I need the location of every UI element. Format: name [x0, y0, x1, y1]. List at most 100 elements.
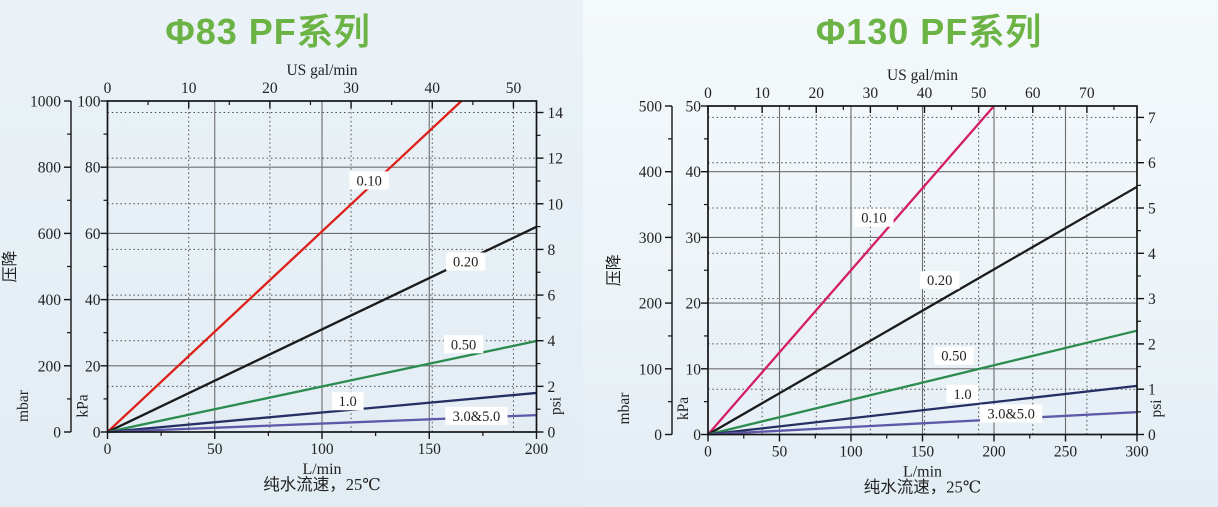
svg-text:0.10: 0.10	[861, 211, 886, 227]
svg-text:4: 4	[1148, 246, 1156, 263]
svg-text:40: 40	[917, 85, 933, 102]
svg-text:40: 40	[686, 164, 702, 181]
svg-text:纯水流速，25℃: 纯水流速，25℃	[263, 475, 380, 494]
svg-text:20: 20	[809, 85, 825, 102]
svg-text:100: 100	[310, 441, 334, 458]
svg-text:40: 40	[85, 292, 101, 309]
svg-text:200: 200	[525, 441, 549, 458]
svg-text:0.50: 0.50	[941, 349, 966, 365]
svg-text:kPa: kPa	[675, 397, 692, 420]
svg-text:200: 200	[38, 358, 62, 375]
svg-text:60: 60	[1025, 85, 1041, 102]
svg-text:0: 0	[693, 427, 701, 444]
series-label-0.10: 0.10	[349, 171, 389, 190]
svg-text:5: 5	[1148, 201, 1156, 218]
svg-text:50: 50	[772, 444, 788, 461]
svg-text:100: 100	[77, 94, 101, 111]
svg-text:3.0&5.0: 3.0&5.0	[453, 409, 501, 425]
series-label-1.0: 1.0	[331, 392, 364, 411]
svg-text:600: 600	[38, 226, 62, 243]
svg-text:50: 50	[971, 85, 987, 102]
series-line-0.50	[707, 329, 1138, 436]
svg-text:US gal/min: US gal/min	[286, 62, 357, 79]
svg-text:3.0&5.0: 3.0&5.0	[987, 406, 1035, 422]
svg-text:100: 100	[639, 361, 663, 378]
svg-text:8: 8	[548, 242, 556, 259]
svg-text:800: 800	[38, 160, 62, 177]
series-label-3.0&5.0: 3.0&5.0	[980, 404, 1043, 423]
chart-title-phi130: Φ130 PF系列	[815, 11, 1043, 52]
chart-0-ticks	[64, 100, 544, 439]
svg-text:1: 1	[1148, 382, 1156, 399]
svg-text:40: 40	[425, 80, 441, 97]
svg-text:150: 150	[418, 441, 442, 458]
svg-text:30: 30	[343, 80, 359, 97]
series-label-3.0&5.0: 3.0&5.0	[445, 406, 508, 425]
chart-1-series: 0.10 0.20 0.50 1.0 3.0&5.0	[707, 105, 1138, 436]
svg-text:6: 6	[548, 288, 556, 305]
chart-title-phi83: Φ83 PF系列	[165, 11, 371, 52]
svg-text:1000: 1000	[30, 94, 61, 111]
svg-text:20: 20	[686, 296, 702, 313]
svg-text:0.10: 0.10	[357, 173, 382, 189]
svg-text:400: 400	[38, 292, 62, 309]
svg-text:50: 50	[686, 99, 702, 116]
svg-text:0.20: 0.20	[453, 255, 478, 271]
svg-text:100: 100	[839, 444, 863, 461]
svg-text:压降: 压降	[1, 250, 19, 282]
svg-text:0: 0	[93, 425, 101, 442]
svg-text:psi: psi	[1148, 399, 1165, 418]
svg-text:纯水流速，25℃: 纯水流速，25℃	[864, 478, 981, 497]
chart-0-series: 0.10 0.20 0.50 1.0 3.0&5.0	[106, 100, 537, 434]
series-line-0.50	[107, 339, 537, 434]
svg-text:200: 200	[639, 296, 663, 313]
panel-phi130-background	[583, 0, 1218, 507]
series-line-3.0&5.0	[707, 411, 1138, 436]
svg-text:60: 60	[85, 226, 101, 243]
svg-text:10: 10	[548, 196, 564, 213]
series-line-1.0	[107, 391, 537, 434]
svg-text:0: 0	[1148, 427, 1156, 444]
svg-text:14: 14	[548, 105, 564, 122]
series-line-0.10	[707, 105, 995, 436]
svg-text:0: 0	[104, 80, 112, 97]
svg-text:70: 70	[1079, 85, 1095, 102]
svg-text:1.0: 1.0	[953, 387, 971, 403]
svg-text:US gal/min: US gal/min	[887, 67, 958, 84]
series-label-1.0: 1.0	[946, 384, 979, 403]
svg-text:7: 7	[1148, 110, 1156, 127]
svg-text:10: 10	[686, 361, 702, 378]
series-line-0.20	[707, 185, 1138, 436]
svg-text:10: 10	[181, 80, 197, 97]
svg-text:0: 0	[704, 444, 712, 461]
svg-text:0: 0	[104, 441, 112, 458]
chart-1: 0.100.200.501.03.0&5.00 50 100 150 200 250 300…	[605, 67, 1165, 497]
svg-text:0: 0	[548, 425, 556, 442]
svg-text:0.50: 0.50	[451, 337, 476, 353]
svg-text:20: 20	[262, 80, 278, 97]
svg-text:400: 400	[639, 164, 663, 181]
chart-1-grid	[708, 106, 1137, 435]
svg-text:50: 50	[207, 441, 223, 458]
svg-text:4: 4	[548, 333, 556, 350]
chart-1-ticks	[665, 105, 1144, 442]
svg-text:0: 0	[53, 425, 61, 442]
series-label-0.10: 0.10	[854, 208, 894, 227]
svg-text:压降: 压降	[605, 254, 623, 286]
series-label-0.50: 0.50	[934, 346, 974, 365]
svg-text:80: 80	[85, 160, 101, 177]
svg-text:30: 30	[863, 85, 879, 102]
svg-text:mbar: mbar	[616, 392, 633, 425]
svg-text:12: 12	[548, 151, 564, 168]
series-line-0.10	[106, 100, 463, 433]
svg-text:250: 250	[1054, 444, 1078, 461]
svg-text:kPa: kPa	[75, 394, 92, 417]
svg-text:2: 2	[548, 379, 556, 396]
svg-text:200: 200	[982, 444, 1006, 461]
